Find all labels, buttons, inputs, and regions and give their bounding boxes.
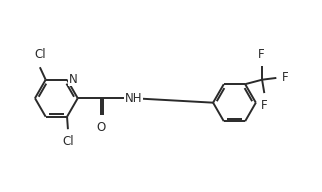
- Text: F: F: [258, 48, 264, 60]
- Text: F: F: [261, 99, 268, 112]
- Text: Cl: Cl: [62, 135, 74, 148]
- Text: O: O: [96, 121, 106, 134]
- Text: N: N: [69, 73, 78, 86]
- Text: F: F: [282, 71, 289, 84]
- Text: NH: NH: [125, 92, 142, 105]
- Text: Cl: Cl: [34, 48, 46, 61]
